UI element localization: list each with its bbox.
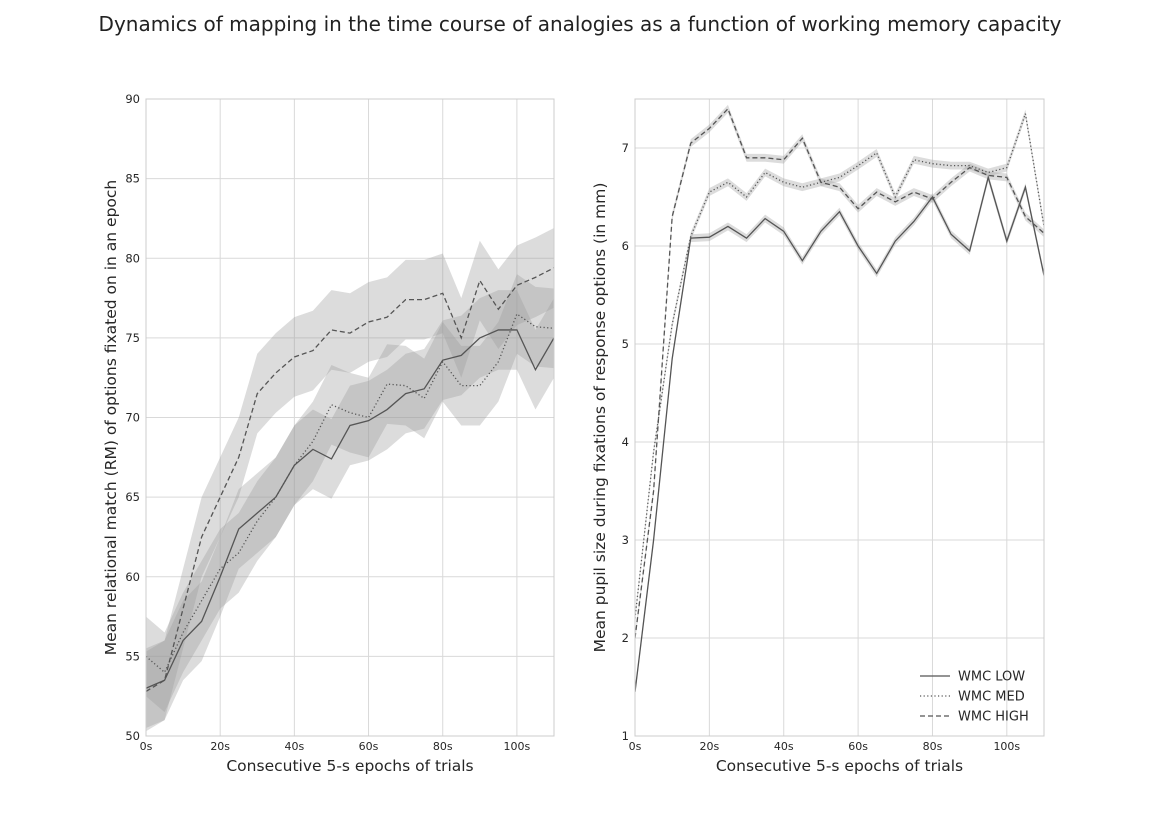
series-line-wmc-med — [635, 113, 1044, 619]
x-tick-label: 80s — [923, 740, 943, 753]
y-tick-label: 6 — [622, 239, 629, 253]
band-wmc-low — [635, 173, 1044, 696]
y-tick-label: 55 — [125, 649, 140, 663]
series-line-wmc-high — [146, 267, 554, 692]
plot-frame — [145, 98, 555, 737]
y-tick-label: 85 — [125, 172, 140, 186]
legend-label: WMC LOW — [958, 670, 1025, 685]
y-tick-label: 4 — [622, 435, 629, 449]
series-line-wmc-med — [146, 312, 554, 674]
y-tick-label: 5 — [622, 337, 629, 351]
y-tick-label: 80 — [125, 251, 140, 265]
y-tick-label: 3 — [622, 533, 629, 547]
y-tick-label: 90 — [125, 92, 140, 106]
x-axis-label: Consecutive 5-s epochs of trials — [226, 757, 473, 775]
y-tick-label: 75 — [125, 331, 140, 345]
panel-left: 0s 20s 40s 60s 80s 100s 50 55 60 65 70 75 80 85 90 Cons… — [102, 92, 555, 775]
y-tick-label: 60 — [125, 570, 140, 584]
x-tick-label: 40s — [284, 740, 304, 753]
panel-right: 0s 20s 40s 60s 80s 100s 1 2 3 4 5 6 7 Consecutive 5-s… — [591, 98, 1045, 775]
figure-title: Dynamics of mapping in the time course o… — [98, 12, 1062, 36]
y-tick-label: 65 — [125, 490, 140, 504]
legend-label: WMC HIGH — [958, 710, 1029, 725]
y-axis-label: Mean pupil size during fixations of resp… — [591, 183, 609, 653]
y-tick-label: 1 — [622, 729, 629, 743]
x-tick-label: 20s — [699, 740, 719, 753]
legend-label: WMC MED — [958, 690, 1025, 705]
series-line-wmc-low — [635, 174, 1044, 692]
x-axis-label: Consecutive 5-s epochs of trials — [716, 757, 963, 775]
y-tick-label: 2 — [622, 631, 629, 645]
x-tick-label: 0s — [140, 740, 153, 753]
y-tick-label: 7 — [622, 141, 629, 155]
series-line-wmc-high — [635, 107, 1044, 639]
series-line-wmc-low — [146, 329, 554, 689]
x-tick-label: 100s — [504, 740, 531, 753]
x-tick-label: 20s — [210, 740, 230, 753]
band-wmc-high — [635, 104, 1044, 642]
y-tick-label: 70 — [125, 411, 140, 425]
x-tick-label: 0s — [629, 740, 642, 753]
band-wmc-med — [146, 274, 554, 713]
y-tick-label: 50 — [125, 729, 140, 743]
x-tick-label: 80s — [433, 740, 453, 753]
plot-area — [146, 227, 554, 732]
plot-area — [635, 104, 1044, 696]
y-axis-label: Mean relational match (RM) of options fi… — [102, 180, 120, 656]
band-wmc-high — [146, 227, 554, 732]
x-tick-label: 60s — [848, 740, 868, 753]
x-tick-label: 60s — [359, 740, 379, 753]
plot-frame — [634, 98, 1045, 737]
legend: WMC LOW WMC MED WMC HIGH — [920, 670, 1029, 725]
x-tick-label: 40s — [774, 740, 794, 753]
band-wmc-low — [146, 290, 554, 729]
x-tick-label: 100s — [993, 740, 1020, 753]
